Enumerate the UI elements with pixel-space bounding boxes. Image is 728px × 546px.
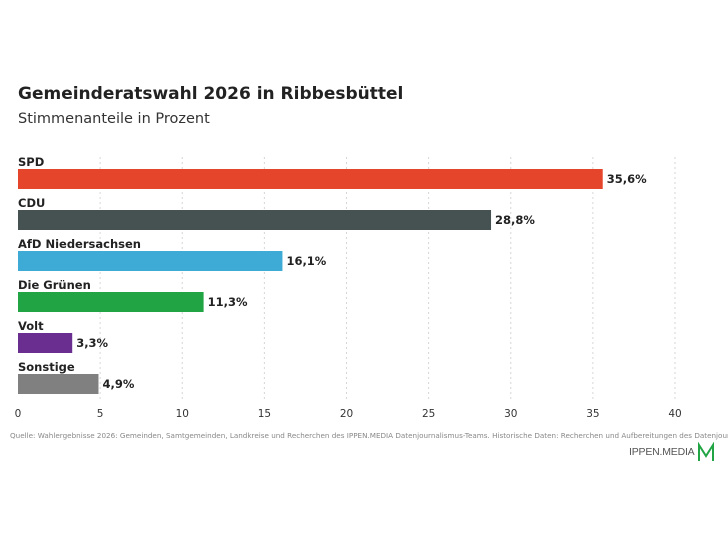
- chart-subtitle: Stimmenanteile in Prozent: [18, 111, 210, 127]
- grid-layer: [99, 157, 676, 400]
- logo-m-icon: [698, 442, 715, 461]
- x-tick-label: 0: [15, 408, 22, 420]
- category-label: CDU: [18, 196, 45, 210]
- bar-chart: SPD 35,6% CDU 28,8% AfD Niedersachsen 16,1% Di…: [15, 155, 682, 420]
- x-tick-label: 20: [340, 408, 353, 420]
- x-axis-ticks: 0 5 10 15 20 25 30 35 40: [15, 408, 682, 420]
- publisher-logo: IPPEN.MEDIA: [629, 442, 715, 462]
- chart-title: Gemeinderatswahl 2026 in Ribbesbüttel: [18, 84, 404, 104]
- bar: [18, 333, 73, 353]
- category-label: SPD: [18, 155, 44, 169]
- value-label: 28,8%: [495, 213, 535, 227]
- value-label: 35,6%: [607, 172, 647, 186]
- value-label: 11,3%: [208, 295, 248, 309]
- x-tick-label: 30: [504, 408, 517, 420]
- category-label: Volt: [18, 319, 44, 333]
- category-label: Sonstige: [18, 360, 75, 374]
- x-tick-label: 40: [668, 408, 681, 420]
- category-label: AfD Niedersachsen: [18, 237, 141, 251]
- bar: [18, 374, 99, 394]
- x-tick-label: 10: [176, 408, 189, 420]
- logo-text: IPPEN.MEDIA: [629, 446, 695, 458]
- bars-layer: SPD 35,6% CDU 28,8% AfD Niedersachsen 16,1% Di…: [18, 155, 647, 394]
- bar: [18, 169, 603, 189]
- bar: [18, 210, 492, 230]
- bar: [18, 251, 283, 271]
- x-tick-label: 35: [586, 408, 599, 420]
- source-note: Quelle: Wahlergebnisse 2026: Gemeinden, …: [10, 431, 728, 440]
- value-label: 3,3%: [76, 336, 108, 350]
- x-tick-label: 5: [97, 408, 104, 420]
- x-tick-label: 25: [422, 408, 435, 420]
- bar: [18, 292, 204, 312]
- value-label: 16,1%: [286, 254, 326, 268]
- x-tick-label: 15: [258, 408, 271, 420]
- value-label: 4,9%: [102, 377, 134, 391]
- category-label: Die Grünen: [18, 278, 91, 292]
